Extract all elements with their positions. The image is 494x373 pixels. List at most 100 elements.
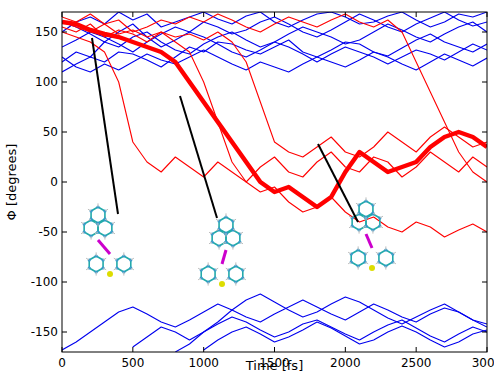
x-tick-label: 2500 — [401, 356, 432, 370]
ring — [359, 201, 373, 217]
h-bond — [233, 229, 236, 231]
h-bond — [216, 219, 219, 221]
y-tick — [62, 332, 67, 333]
h-bond — [385, 266, 386, 270]
h-bond — [235, 282, 236, 286]
y-tick-right — [482, 282, 487, 283]
y-tick — [62, 182, 67, 183]
x-tick-label: 2000 — [330, 356, 361, 370]
h-bond — [103, 258, 106, 260]
x-tick-top — [345, 12, 346, 17]
x-tick-top — [274, 12, 275, 17]
h-bond — [359, 230, 360, 234]
h-bond — [91, 236, 92, 240]
y-tick-label: 0 — [50, 175, 58, 189]
h-bond — [226, 233, 227, 237]
h-bond — [96, 272, 97, 276]
x-tick-top — [132, 12, 133, 17]
trajectory-line — [62, 12, 487, 32]
h-bond — [215, 278, 218, 280]
y-tick-label: -150 — [31, 325, 58, 339]
x-tick — [274, 347, 275, 352]
h-bond — [208, 262, 209, 266]
ring — [117, 256, 131, 272]
h-bond — [373, 203, 376, 205]
h-bond — [226, 268, 229, 270]
x-tick-top — [487, 12, 488, 17]
h-bond — [112, 222, 115, 224]
h-bond — [349, 216, 352, 218]
sulfur — [369, 265, 375, 271]
y-axis-label: Φ [degrees] — [4, 144, 19, 221]
h-bond — [86, 258, 89, 260]
x-tick-label: 0 — [58, 356, 66, 370]
h-bond — [393, 262, 396, 264]
x-tick — [62, 347, 63, 352]
h-bond — [198, 268, 201, 270]
h-bond — [376, 262, 379, 264]
central-bond — [366, 234, 372, 248]
h-bond — [372, 230, 373, 234]
h-bond — [358, 266, 359, 270]
y-tick-right — [482, 132, 487, 133]
h-bond — [240, 232, 243, 234]
ring — [91, 207, 105, 223]
x-tick-top — [203, 12, 204, 17]
h-bond — [112, 232, 115, 234]
h-bond — [114, 258, 117, 260]
h-bond — [219, 246, 220, 250]
central-bond — [222, 250, 226, 264]
y-tick-right — [482, 82, 487, 83]
h-bond — [366, 197, 367, 201]
h-bond — [243, 278, 246, 280]
h-bond — [209, 232, 212, 234]
h-bond — [81, 232, 84, 234]
central-bond — [98, 240, 110, 254]
molecule — [81, 203, 134, 277]
pointer-line — [180, 96, 217, 218]
h-bond — [366, 217, 367, 221]
h-bond — [88, 219, 91, 221]
y-tick-label: -50 — [38, 225, 58, 239]
h-bond — [348, 252, 351, 254]
h-bond — [95, 232, 98, 234]
h-bond — [356, 203, 359, 205]
y-tick-right — [482, 32, 487, 33]
h-bond — [198, 278, 201, 280]
series-group — [62, 12, 487, 352]
h-bond — [235, 262, 236, 266]
h-bond — [105, 209, 108, 211]
sulfur — [107, 271, 113, 277]
ring — [229, 266, 243, 282]
h-bond — [380, 226, 383, 228]
x-tick — [132, 347, 133, 352]
trajectory-line — [62, 22, 487, 237]
h-bond — [385, 246, 386, 250]
y-tick — [62, 32, 67, 33]
h-bond — [243, 268, 246, 270]
h-bond — [232, 246, 233, 250]
h-bond — [358, 246, 359, 250]
trajectory-line — [62, 24, 487, 157]
h-bond — [131, 268, 134, 270]
y-tick-label: 150 — [35, 25, 58, 39]
y-tick-right — [482, 332, 487, 333]
trajectory-line — [62, 22, 487, 64]
h-bond — [98, 203, 99, 207]
trajectory-line — [62, 50, 487, 72]
trajectory-line — [133, 317, 487, 347]
sulfur — [219, 281, 225, 287]
h-bond — [123, 252, 124, 256]
h-bond — [356, 213, 359, 215]
trajectory-line — [62, 300, 487, 350]
h-bond — [131, 258, 134, 260]
x-axis-label: Time [fs] — [245, 358, 303, 373]
trajectory-line — [62, 32, 487, 182]
h-bond — [348, 262, 351, 264]
h-bond — [104, 236, 105, 240]
h-bond — [208, 282, 209, 286]
h-bond — [240, 242, 243, 244]
h-bond — [123, 272, 124, 276]
h-bond — [226, 213, 227, 217]
chart: 050010001500200025003000-150-100-5005010… — [0, 0, 494, 373]
